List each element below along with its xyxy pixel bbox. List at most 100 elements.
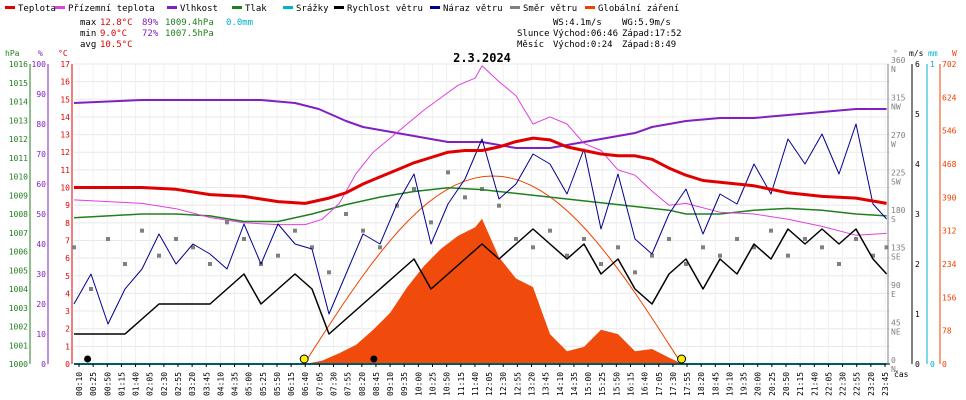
x-tick-label: 10:00 (414, 372, 423, 396)
humidity-tick: 60 (36, 180, 46, 189)
humidity-tick: 100 (32, 60, 47, 69)
x-tick-label: 00:25 (89, 372, 98, 396)
x-tick-label: 15:25 (598, 372, 607, 396)
radiation-tick: 156 (942, 293, 957, 302)
unit-cas: čas (894, 369, 909, 379)
wind-dir-tick: 315 (891, 94, 906, 103)
radiation-tick: 468 (942, 160, 957, 169)
pressure-tick: 1015 (9, 79, 28, 88)
min-press: 1007.5hPa (165, 29, 214, 39)
radiation-tick: 78 (942, 327, 952, 336)
avg-temp: 10.5°C (100, 40, 133, 50)
x-tick-label: 15:00 (584, 372, 593, 396)
x-tick-label: 07:05 (315, 372, 324, 396)
x-tick-label: 14:10 (556, 372, 565, 396)
legend-label: Teplota (18, 4, 56, 14)
sunset-text: Západ:17:52 (622, 29, 682, 39)
temperature-tick: 11 (60, 166, 70, 175)
wind-dir-tick: 270 (891, 131, 906, 140)
x-tick-label: 07:55 (344, 372, 353, 396)
wind-dir-point (72, 245, 76, 250)
wind-dir-label: NE (891, 328, 901, 337)
wind-dir-point (616, 245, 620, 250)
legend-swatch (5, 6, 15, 9)
wind-dir-point (803, 237, 807, 241)
wind-dir-point (701, 245, 705, 250)
temperature-tick: 16 (60, 78, 70, 87)
max-press: 1009.4hPa (165, 18, 214, 28)
humidity-tick: 80 (36, 120, 46, 129)
wind-dir-point (293, 228, 297, 233)
wind-dir-point (786, 253, 790, 258)
wind-dir-point (327, 270, 331, 275)
moon-label: Měsíc (517, 40, 544, 50)
x-tick-label: 12:05 (485, 372, 494, 396)
legend-swatch (55, 6, 65, 9)
wind-dir-point (650, 253, 654, 258)
humidity-tick: 0 (41, 360, 46, 369)
pressure-tick: 1000 (9, 360, 28, 369)
x-tick-label: 01:40 (132, 372, 141, 396)
x-tick-label: 03:20 (188, 372, 197, 396)
x-tick-label: 05:50 (273, 372, 282, 396)
wind-dir-point (497, 203, 501, 208)
radiation-tick: 0 (942, 360, 947, 369)
pressure-tick: 1012 (9, 135, 28, 144)
radiation-tick: 312 (942, 227, 957, 236)
temperature-tick: 10 (60, 184, 70, 193)
x-axis: 00:10 00:25 00:50 01:15 01:40 02:05 02:30 02:55… (74, 363, 890, 396)
chart-title: 2.3.2024 (453, 51, 511, 65)
right-axes: 0N45NE90E135SE180S225SW270W315NW360N0123… (887, 56, 957, 374)
stats-block: max 12.8°C 89% 1009.4hPa 0.0mm min 9.0°C… (80, 18, 253, 50)
x-tick-label: 06:40 (301, 372, 310, 396)
unit-deg: ° (893, 49, 898, 58)
wind-dir-point (208, 262, 212, 266)
x-tick-label: 02:05 (146, 372, 155, 396)
temperature-tick: 1 (65, 342, 70, 351)
x-tick-label: 18:45 (711, 372, 720, 396)
x-tick-label: 08:45 (372, 372, 381, 396)
wind-dir-label: N (891, 365, 896, 374)
unit-degc: °C (58, 49, 68, 58)
wind-speed-tick: 2 (915, 260, 920, 269)
sun-moon-info: WS:4.1m/s WG:5.9m/s Slunce Východ:06:46 … (517, 18, 682, 50)
wind-dir-point (548, 228, 552, 233)
legend-label: Rychlost větru (347, 4, 423, 14)
temperature-tick: 15 (60, 95, 70, 104)
x-tick-label: 09:35 (400, 372, 409, 396)
sun-label: Slunce (517, 29, 550, 39)
avg-label: avg (80, 40, 96, 50)
series-pressure (73, 187, 887, 223)
temperature-tick: 2 (65, 325, 70, 334)
moonset-text: Západ:8:49 (622, 40, 676, 50)
temperature-tick: 12 (60, 148, 70, 157)
temperature-tick: 4 (65, 289, 70, 298)
x-tick-label: 22:55 (853, 372, 862, 396)
x-tick-label: 05:25 (259, 372, 268, 396)
wind-dir-point (157, 253, 161, 258)
wind-dir-point (684, 262, 688, 266)
x-tick-label: 20:25 (768, 372, 777, 396)
humidity-tick: 70 (36, 150, 46, 159)
moonrise-text: Východ:0:24 (553, 40, 613, 50)
x-tick-label: 13:45 (542, 372, 551, 396)
legend-swatch (232, 6, 242, 9)
rain-tick: 1 (930, 60, 935, 69)
x-tick-label: 23:20 (867, 372, 876, 396)
radiation-tick: 624 (942, 93, 957, 102)
x-tick-label: 13:20 (527, 372, 536, 396)
humidity-tick: 90 (36, 90, 46, 99)
humidity-tick: 40 (36, 240, 46, 249)
max-rain: 0.0mm (226, 18, 253, 28)
pressure-tick: 1009 (9, 191, 28, 200)
wind-dir-tick: 45 (891, 319, 901, 328)
wind-dir-label: S (891, 215, 896, 224)
x-tick-label: 18:20 (697, 372, 706, 396)
wind-speed-tick: 1 (915, 310, 920, 319)
sunset-marker (677, 354, 687, 364)
temperature-tick: 17 (60, 60, 70, 69)
legend-swatch (510, 6, 520, 9)
min-label: min (80, 29, 96, 39)
pressure-tick: 1003 (9, 304, 28, 313)
